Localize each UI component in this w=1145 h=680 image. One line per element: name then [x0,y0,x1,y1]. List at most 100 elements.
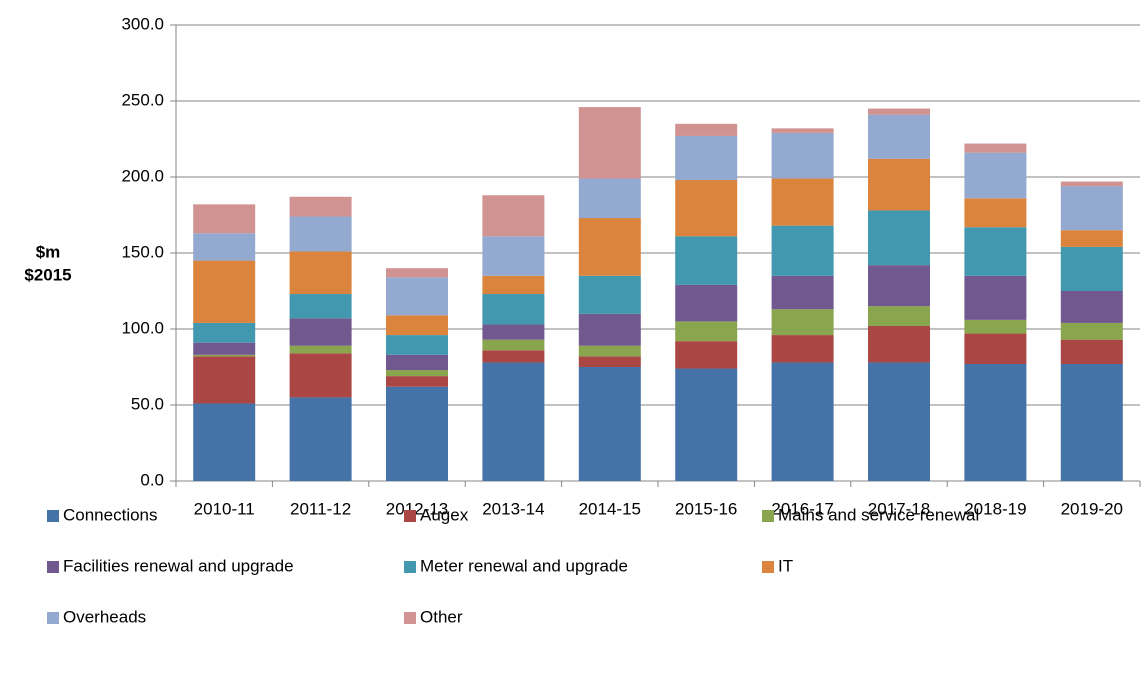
bar-segment [771,225,834,276]
bar-segment [1060,246,1123,291]
y-axis-label: $m [36,242,61,261]
bar-segment [964,198,1027,228]
x-tick-label: 2019-20 [1061,499,1123,518]
bar-segment [482,324,545,340]
bar-segment [578,367,641,481]
bar-segment [193,233,256,261]
legend-label: IT [778,556,793,575]
x-tick-label: 2018-19 [964,499,1026,518]
bar-segment [1060,181,1123,187]
bar-segment [675,321,738,342]
bar-segment [578,178,641,219]
bar-segment [675,123,738,136]
bar-segment [675,236,738,285]
bar-segment [868,108,930,115]
bar-segment [193,354,256,357]
y-tick-label: 300.0 [121,14,164,33]
legend-label: Overheads [63,607,146,626]
bar-segment [964,227,1027,276]
bar-segment [675,368,738,481]
bar-segment [289,345,352,354]
bar-segment [193,322,256,343]
bar-segment [675,284,738,322]
bar-segment [964,143,1027,153]
bar-segment [482,350,545,363]
bar-segment [675,135,738,181]
bar-segment [578,107,641,179]
bar-segment [482,195,545,237]
bar-segment [964,152,1027,199]
bar-segment [386,315,448,336]
legend-swatch [47,561,59,573]
bar-segment [386,370,448,377]
legend-swatch [47,612,59,624]
bar-segment [289,353,352,398]
bar-segment [482,339,545,351]
legend-swatch [47,510,59,522]
x-tick-label: 2016-17 [771,499,833,518]
bar-segment [193,356,256,404]
x-tick-label: 2015-16 [675,499,737,518]
bar-segment [386,376,448,387]
bar-segment [1060,339,1123,364]
bar-segment [289,196,352,217]
bar-segment [675,180,738,237]
legend-swatch [762,510,774,522]
bar-segment [964,319,1027,334]
y-tick-label: 150.0 [121,242,164,261]
bar-segment [964,275,1027,320]
bar-segment [868,362,930,481]
y-tick-label: 250.0 [121,90,164,109]
bar-segment [868,265,930,307]
x-tick-label: 2017-18 [868,499,930,518]
legend-label: Other [420,607,463,626]
legend-swatch [404,510,416,522]
bar-segment [289,251,352,295]
y-axis-label: $2015 [24,265,71,284]
bar-segment [482,362,545,481]
bar-segment [289,397,352,481]
x-tick-label: 2014-15 [579,499,641,518]
bar-segment [289,216,352,252]
bar-segment [1060,363,1123,481]
bar-segment [868,210,930,266]
bar-segment [675,341,738,369]
y-tick-label: 50.0 [131,394,164,413]
y-tick-label: 200.0 [121,166,164,185]
bar-segment [289,294,352,319]
x-tick-label: 2010-11 [194,499,255,518]
bar-segment [193,403,256,481]
bar-segment [578,345,641,357]
y-tick-label: 100.0 [121,318,164,337]
bar-segment [868,158,930,211]
bar-segment [771,132,834,179]
legend-label: Meter renewal and upgrade [420,556,628,575]
bar-segment [1060,230,1123,247]
bar-segment [578,313,641,346]
x-tick-label: 2011-12 [290,499,351,518]
bar-segment [386,268,448,278]
bar-segment [771,275,834,310]
bar-segment [964,333,1027,364]
bar-segment [482,294,545,325]
bar-segment [868,325,930,363]
legend-swatch [762,561,774,573]
x-tick-label: 2013-14 [482,499,544,518]
bar-segment [868,114,930,159]
bar-segment [964,363,1027,481]
bar-segment [578,275,641,314]
bar-segment [868,306,930,326]
bar-segment [386,335,448,355]
bar-segment [289,318,352,346]
bar-segment [771,128,834,133]
legend-swatch [404,561,416,573]
bar-segment [386,386,448,481]
bar-segment [193,204,256,234]
bar-segment [482,236,545,276]
x-tick-label: 2012-13 [386,499,448,518]
legend-label: Augex [420,505,469,524]
bar-segment [771,309,834,336]
bar-segment [1060,291,1123,323]
bar-segment [386,277,448,316]
